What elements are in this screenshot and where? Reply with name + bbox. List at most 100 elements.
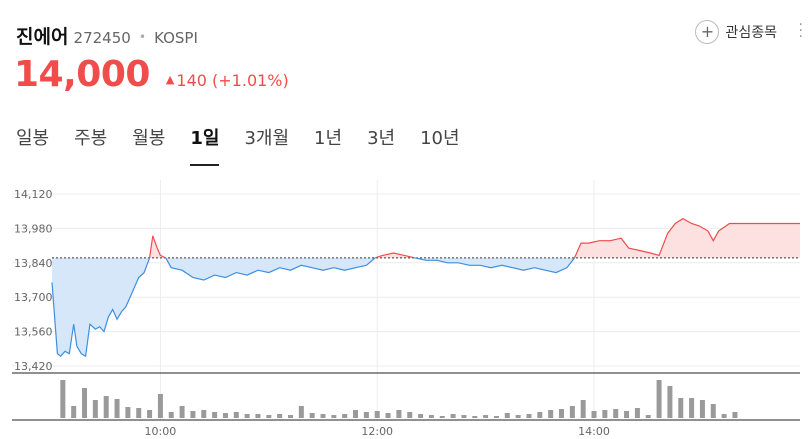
volume-bar bbox=[179, 406, 185, 418]
volume-bar bbox=[428, 415, 434, 418]
change-percent: (+1.01%) bbox=[212, 71, 289, 90]
tab-monthly[interactable]: 월봉 bbox=[132, 128, 166, 149]
area-above-baseline bbox=[52, 218, 800, 258]
volume-bar bbox=[309, 413, 315, 418]
price-row: 14,000 ▲ 140 (+1.01%) bbox=[14, 54, 289, 95]
volume-bar bbox=[407, 412, 413, 418]
volume-bar bbox=[569, 406, 575, 418]
volume-bar bbox=[624, 411, 630, 418]
volume-bar bbox=[504, 413, 510, 418]
volume-bar bbox=[450, 414, 456, 418]
y-tick-label: 13,420 bbox=[14, 360, 53, 373]
volume-bar bbox=[233, 412, 239, 418]
volume-bar bbox=[255, 414, 261, 418]
volume-bar bbox=[190, 411, 196, 418]
volume-bar bbox=[363, 412, 369, 418]
plus-icon: + bbox=[695, 20, 720, 44]
y-tick-label: 13,560 bbox=[14, 326, 53, 339]
volume-bar bbox=[656, 380, 662, 418]
volume-bar bbox=[298, 406, 304, 418]
volume-bar bbox=[439, 416, 445, 418]
volume-bar bbox=[342, 414, 348, 418]
volume-bar bbox=[82, 388, 88, 418]
volume-bar bbox=[526, 414, 532, 418]
volume-bar bbox=[212, 412, 218, 418]
x-tick-label: 10:00 bbox=[145, 425, 177, 438]
y-tick-label: 14,120 bbox=[14, 188, 53, 201]
volume-bar bbox=[461, 415, 467, 418]
area-below-baseline bbox=[52, 257, 575, 357]
volume-bar bbox=[472, 416, 478, 418]
volume-bar bbox=[266, 415, 272, 418]
favorite-label: 관심종목 bbox=[725, 25, 777, 41]
volume-bar bbox=[580, 400, 586, 418]
tab-10year[interactable]: 10년 bbox=[420, 128, 460, 149]
volume-bar bbox=[353, 410, 359, 418]
volume-bar bbox=[678, 398, 684, 418]
volume-bar bbox=[559, 409, 565, 418]
stock-header: 진에어 272450 • KOSPI bbox=[16, 22, 198, 49]
volume-bar bbox=[114, 399, 120, 418]
volume-bar bbox=[613, 409, 619, 418]
x-tick-label: 14:00 bbox=[578, 425, 610, 438]
volume-bar bbox=[277, 414, 283, 418]
price-change: ▲ 140 (+1.01%) bbox=[166, 71, 289, 90]
volume-bar bbox=[385, 413, 391, 418]
price-line-up bbox=[148, 217, 800, 258]
volume-bar bbox=[157, 394, 163, 418]
more-vertical-icon[interactable]: · · · bbox=[798, 17, 803, 45]
volume-bar bbox=[591, 411, 597, 418]
tab-3month[interactable]: 3개월 bbox=[244, 128, 290, 149]
volume-bar bbox=[721, 414, 727, 418]
favorite-button[interactable]: + 관심종목 bbox=[695, 20, 777, 44]
volume-bar bbox=[168, 412, 174, 418]
separator-dot: • bbox=[138, 30, 146, 44]
volume-bar bbox=[515, 415, 521, 418]
tab-1year[interactable]: 1년 bbox=[314, 128, 343, 149]
volume-bar bbox=[667, 386, 673, 418]
volume-bar bbox=[418, 414, 424, 418]
y-tick-label: 13,980 bbox=[14, 222, 53, 235]
change-amount: 140 bbox=[176, 71, 207, 90]
volume-bar bbox=[602, 410, 608, 418]
up-arrow-icon: ▲ bbox=[165, 73, 175, 86]
volume-bar bbox=[147, 410, 153, 418]
volume-bar bbox=[374, 411, 380, 418]
y-tick-label: 13,840 bbox=[14, 257, 53, 270]
volume-bar bbox=[103, 396, 109, 418]
volume-bar bbox=[634, 408, 640, 418]
stock-name: 진에어 bbox=[16, 26, 69, 48]
volume-bar bbox=[331, 415, 337, 418]
volume-bar bbox=[396, 410, 402, 418]
x-tick-label: 12:00 bbox=[361, 425, 393, 438]
volume-bar bbox=[645, 415, 651, 418]
volume-bar bbox=[71, 406, 77, 418]
volume-bar bbox=[125, 407, 131, 418]
volume-bar bbox=[483, 415, 489, 418]
tab-daily[interactable]: 일봉 bbox=[16, 128, 50, 149]
volume-bar bbox=[136, 408, 142, 418]
volume-bar bbox=[320, 414, 326, 418]
volume-bar bbox=[92, 400, 98, 418]
stock-code: 272450 bbox=[73, 29, 131, 47]
volume-bar bbox=[287, 415, 293, 418]
market-name: KOSPI bbox=[154, 29, 198, 47]
current-price: 14,000 bbox=[14, 54, 150, 95]
volume-bar bbox=[244, 414, 250, 418]
volume-bar bbox=[60, 380, 66, 418]
tab-1day[interactable]: 1일 bbox=[190, 124, 220, 166]
volume-bar bbox=[732, 412, 738, 418]
volume-bar bbox=[493, 416, 499, 418]
volume-bar bbox=[201, 410, 207, 418]
tab-weekly[interactable]: 주봉 bbox=[74, 128, 108, 149]
tab-3year[interactable]: 3년 bbox=[367, 128, 396, 149]
intraday-price-chart: 14,120 13,980 13,840 13,700 13,560 13,420 10:0… bbox=[12, 180, 800, 438]
volume-bar bbox=[222, 413, 228, 418]
volume-bar bbox=[710, 404, 716, 418]
y-tick-label: 13,700 bbox=[14, 291, 53, 304]
volume-bar bbox=[537, 412, 543, 418]
period-tabs: 일봉 주봉 월봉 1일 3개월 1년 3년 10년 bbox=[16, 124, 485, 166]
volume-bar bbox=[548, 410, 554, 418]
volume-bar bbox=[689, 398, 695, 418]
price-line-down bbox=[51, 257, 576, 358]
